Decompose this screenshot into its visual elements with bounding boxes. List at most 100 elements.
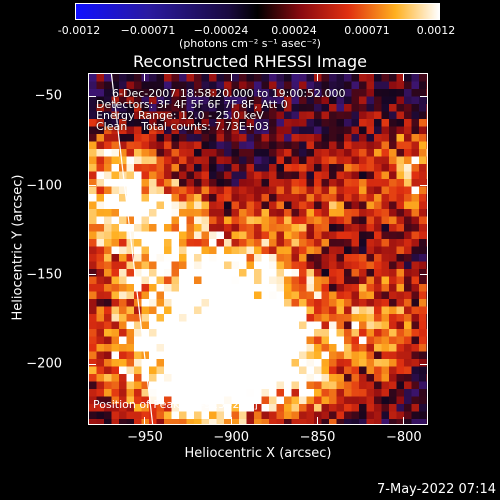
heatmap-cell <box>389 89 397 97</box>
heatmap-cell <box>134 344 142 352</box>
heatmap-cell <box>344 209 352 217</box>
heatmap-cell <box>246 261 255 270</box>
heatmap-cell <box>419 359 427 367</box>
heatmap-cell <box>284 261 292 270</box>
heatmap-cell <box>246 74 255 82</box>
heatmap-cell <box>224 329 232 337</box>
heatmap-cell <box>156 74 165 82</box>
heatmap-cell <box>141 89 150 97</box>
heatmap-cell <box>389 134 397 142</box>
heatmap-cell <box>134 246 142 255</box>
heatmap-cell <box>231 404 240 412</box>
heatmap-cell <box>156 171 165 180</box>
heatmap-cell <box>126 269 135 277</box>
heatmap-cell <box>411 134 420 142</box>
heatmap-cell <box>111 201 120 210</box>
heatmap-cell <box>171 404 180 412</box>
heatmap-cell <box>284 306 292 315</box>
heatmap-cell <box>291 246 300 255</box>
heatmap-cell <box>351 119 360 127</box>
heatmap-cell <box>389 239 397 247</box>
heatmap-cell <box>104 239 112 247</box>
heatmap-cell <box>389 104 397 112</box>
heatmap-cell <box>254 231 262 240</box>
heatmap-cell <box>411 381 420 390</box>
heatmap-cell <box>96 164 105 172</box>
heatmap-cell <box>284 156 292 165</box>
heatmap-cell <box>269 299 277 307</box>
heatmap-cell <box>306 246 315 255</box>
heatmap-cell <box>411 224 420 232</box>
heatmap-cell <box>374 134 382 142</box>
heatmap-cell <box>404 276 412 285</box>
heatmap-cell <box>201 419 210 424</box>
heatmap-cell <box>216 104 225 112</box>
heatmap-cell <box>366 209 375 217</box>
heatmap-cell <box>351 359 360 367</box>
heatmap-cell <box>419 74 427 82</box>
heatmap-cell <box>96 389 105 397</box>
heatmap-cell <box>186 231 195 240</box>
heatmap-cell <box>366 149 375 157</box>
heatmap-cell <box>194 381 202 390</box>
heatmap-cell <box>231 209 240 217</box>
heatmap-cell <box>299 194 307 202</box>
heatmap-cell <box>194 336 202 345</box>
heatmap-cell <box>411 284 420 292</box>
heatmap-cell <box>314 179 322 187</box>
heatmap-cell <box>344 239 352 247</box>
heatmap-cell <box>209 269 217 277</box>
heatmap-cell <box>389 179 397 187</box>
heatmap-cell <box>261 261 270 270</box>
heatmap-cell <box>216 291 225 300</box>
heatmap-cell <box>344 321 352 330</box>
heatmap-cell <box>216 201 225 210</box>
heatmap-cell <box>359 186 367 195</box>
heatmap-cell <box>404 141 412 150</box>
heatmap-cell <box>156 126 165 135</box>
heatmap-cell <box>119 141 127 150</box>
heatmap-cell <box>374 321 382 330</box>
heatmap-cell <box>231 276 240 285</box>
heatmap-cell <box>216 81 225 90</box>
heatmap-cell <box>336 171 345 180</box>
heatmap-cell <box>149 254 157 262</box>
heatmap-cell <box>351 306 360 315</box>
heatmap-cell <box>111 404 120 412</box>
heatmap-cell <box>426 149 427 157</box>
heatmap-cell <box>126 111 135 120</box>
heatmap-cell <box>396 381 405 390</box>
heatmap-cell <box>134 366 142 375</box>
heatmap-cell <box>336 291 345 300</box>
heatmap-cell <box>276 74 285 82</box>
heatmap-cell <box>351 404 360 412</box>
heatmap-cell <box>104 231 112 240</box>
heatmap-cell <box>284 209 292 217</box>
annotation-line: Clean Total counts: 7.73E+03 <box>96 120 270 133</box>
heatmap-cell <box>426 186 427 195</box>
heatmap-cell <box>156 314 165 322</box>
annotation-line: Energy Range: 12.0 - 25.0 keV <box>96 109 264 122</box>
heatmap-cell <box>209 404 217 412</box>
heatmap-cell <box>276 284 285 292</box>
heatmap-cell <box>269 344 277 352</box>
heatmap-cell <box>164 321 172 330</box>
heatmap-cell <box>231 321 240 330</box>
heatmap-cell <box>89 351 97 360</box>
heatmap-cell <box>171 374 180 382</box>
heatmap-cell <box>321 194 330 202</box>
heatmap-cell <box>351 216 360 225</box>
heatmap-cell <box>299 381 307 390</box>
heatmap-cell <box>269 201 277 210</box>
heatmap-cell <box>104 366 112 375</box>
heatmap-cell <box>171 299 180 307</box>
heatmap-cell <box>351 366 360 375</box>
heatmap-cell <box>336 411 345 420</box>
heatmap-cell <box>209 119 217 127</box>
heatmap-cell <box>239 141 247 150</box>
heatmap-cell <box>344 126 352 135</box>
heatmap-cell <box>314 89 322 97</box>
heatmap-cell <box>246 419 255 424</box>
heatmap-cell <box>96 111 105 120</box>
heatmap-cell <box>149 381 157 390</box>
